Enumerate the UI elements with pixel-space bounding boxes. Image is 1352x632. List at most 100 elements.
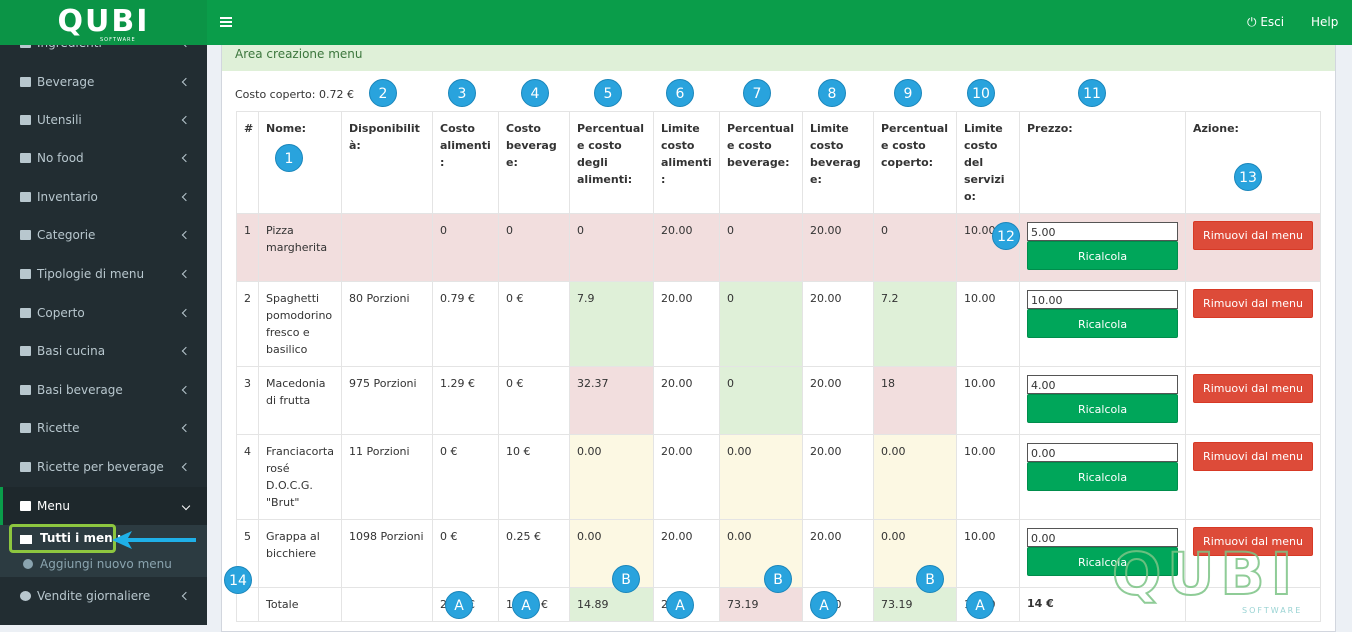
submenu-item[interactable]: Aggiungi nuovo menu [40,557,172,571]
cell-text: Grappa al bicchiere [266,530,320,560]
price-input[interactable]: 5.00 [1027,222,1178,241]
price-input[interactable]: 0.00 [1027,443,1178,462]
nav-chevron [181,308,191,318]
cell-text: 0 € [440,530,458,543]
logout-link[interactable]: ⏻ Esci [1247,15,1285,29]
remove-button[interactable]: Rimuovi dal menu [1193,527,1313,556]
nav-item[interactable]: Categorie [0,216,207,254]
table-cell: 80 Porzioni [341,281,433,367]
cell-text: 0 [440,224,447,237]
nav-item[interactable]: Menu [0,487,207,525]
nav-chevron [181,192,191,202]
cell-text: 0 € [506,292,524,305]
nav-label[interactable]: Ricette [37,421,80,435]
table-cell: 0 [498,213,570,282]
remove-button[interactable]: Rimuovi dal menu [1193,442,1313,471]
table-cell: 10 € [498,434,570,520]
nav-item[interactable]: Coperto [0,294,207,332]
nav-icon [20,192,31,202]
cell-text: 1098 Porzioni [349,530,424,543]
table-cell: 975 Porzioni [341,366,433,435]
nav-label[interactable]: Categorie [37,228,96,242]
nav-label[interactable]: Tipologie di menu [37,267,145,281]
remove-button[interactable]: Rimuovi dal menu [1193,289,1313,318]
nav-label[interactable]: Basi beverage [37,383,123,397]
nav-label[interactable]: Inventario [37,190,98,204]
cell-text: 20.00 [661,530,693,543]
table-cell: Grappa al bicchiere [258,519,342,588]
table-cell: 7.9 [569,281,654,367]
cell-text: 0 [727,224,734,237]
column-header: Disponibilità: [341,111,433,214]
nav-chevron [181,153,191,163]
nav-label[interactable]: Beverage [37,75,95,89]
nav-item[interactable]: Vendite giornaliere [0,577,207,615]
remove-button[interactable]: Rimuovi dal menu [1193,221,1313,250]
table-cell: Pizza margherita [258,213,342,282]
recalc-button[interactable]: Ricalcola [1027,309,1178,338]
table-cell: 0 [719,213,803,282]
nav-item[interactable]: Ricette [0,409,207,447]
table-cell: 3 [236,366,259,435]
price-cell: 5.00 Ricalcola [1019,213,1186,282]
cell-text: 0.00 [727,445,752,458]
recalc-button[interactable]: Ricalcola [1027,394,1178,423]
table-cell: 20.00 [653,434,720,520]
recalc-button[interactable]: Ricalcola [1027,241,1178,270]
watermark-sub: SOFTWARE [1242,606,1303,615]
price-input[interactable]: 0.00 [1027,528,1178,547]
remove-button[interactable]: Rimuovi dal menu [1193,374,1313,403]
pointer-arrow [112,531,196,549]
table-cell: Totale [258,587,342,622]
logout-label[interactable]: Esci [1260,15,1285,29]
nav-chevron [181,462,191,472]
table-cell: 0 € [432,434,499,520]
annotation-marker: A [512,591,540,619]
price-input[interactable]: 4.00 [1027,375,1178,394]
table-cell: 20.00 [653,519,720,588]
annotation-marker: B [612,565,640,593]
nav-item[interactable]: Ricette per beverage [0,448,207,486]
cell-text: 0 [506,224,513,237]
table-cell [341,213,433,282]
nav-label[interactable]: No food [37,151,84,165]
cell-text: 0.79 € [440,292,475,305]
logo-text: QUBI [57,4,150,39]
nav-icon [20,308,31,318]
cell-text: Macedonia di frutta [266,377,326,407]
cell-text: 5 [244,530,251,543]
cell-text: 2 [244,292,251,305]
nav-label[interactable]: Utensili [37,113,82,127]
nav-label[interactable]: Basi cucina [37,344,106,358]
nav-label[interactable]: Coperto [37,306,85,320]
nav-item[interactable]: Inventario [0,178,207,216]
nav-chevron [181,230,191,240]
table-cell: 0.25 € [498,519,570,588]
nav-item[interactable]: Tipologie di menu [0,255,207,293]
watermark-text: QUBI [1111,539,1299,609]
price-input[interactable]: 10.00 [1027,290,1178,309]
table-cell: 0.00 [719,519,803,588]
table-cell: 20.00 [802,519,874,588]
nav-item[interactable]: Basi cucina [0,332,207,370]
table-cell: 20.00 [802,434,874,520]
help-link[interactable]: Help [1311,15,1339,29]
nav-item[interactable]: Utensili [0,101,207,139]
nav-icon [20,115,31,125]
nav-item[interactable]: Basi beverage [0,371,207,409]
table-cell: 10.00 [956,519,1020,588]
nav-item[interactable]: Beverage [0,63,207,101]
nav-label[interactable]: Ricette per beverage [37,460,164,474]
table-cell: 20.00 [802,366,874,435]
table-cell: 10.00 [956,366,1020,435]
nav-item[interactable]: No food [0,139,207,177]
submenu-item[interactable]: Tutti i menu [40,531,122,545]
annotation-marker: A [810,591,838,619]
recalc-button[interactable]: Ricalcola [1027,462,1178,491]
table-cell: 1 [236,213,259,282]
submenu-icon [20,535,32,544]
menu-toggle[interactable] [220,17,232,29]
recalc-button[interactable]: Ricalcola [1027,547,1178,576]
nav-label[interactable]: Vendite giornaliere [37,589,151,603]
nav-label[interactable]: Menu [37,499,70,513]
